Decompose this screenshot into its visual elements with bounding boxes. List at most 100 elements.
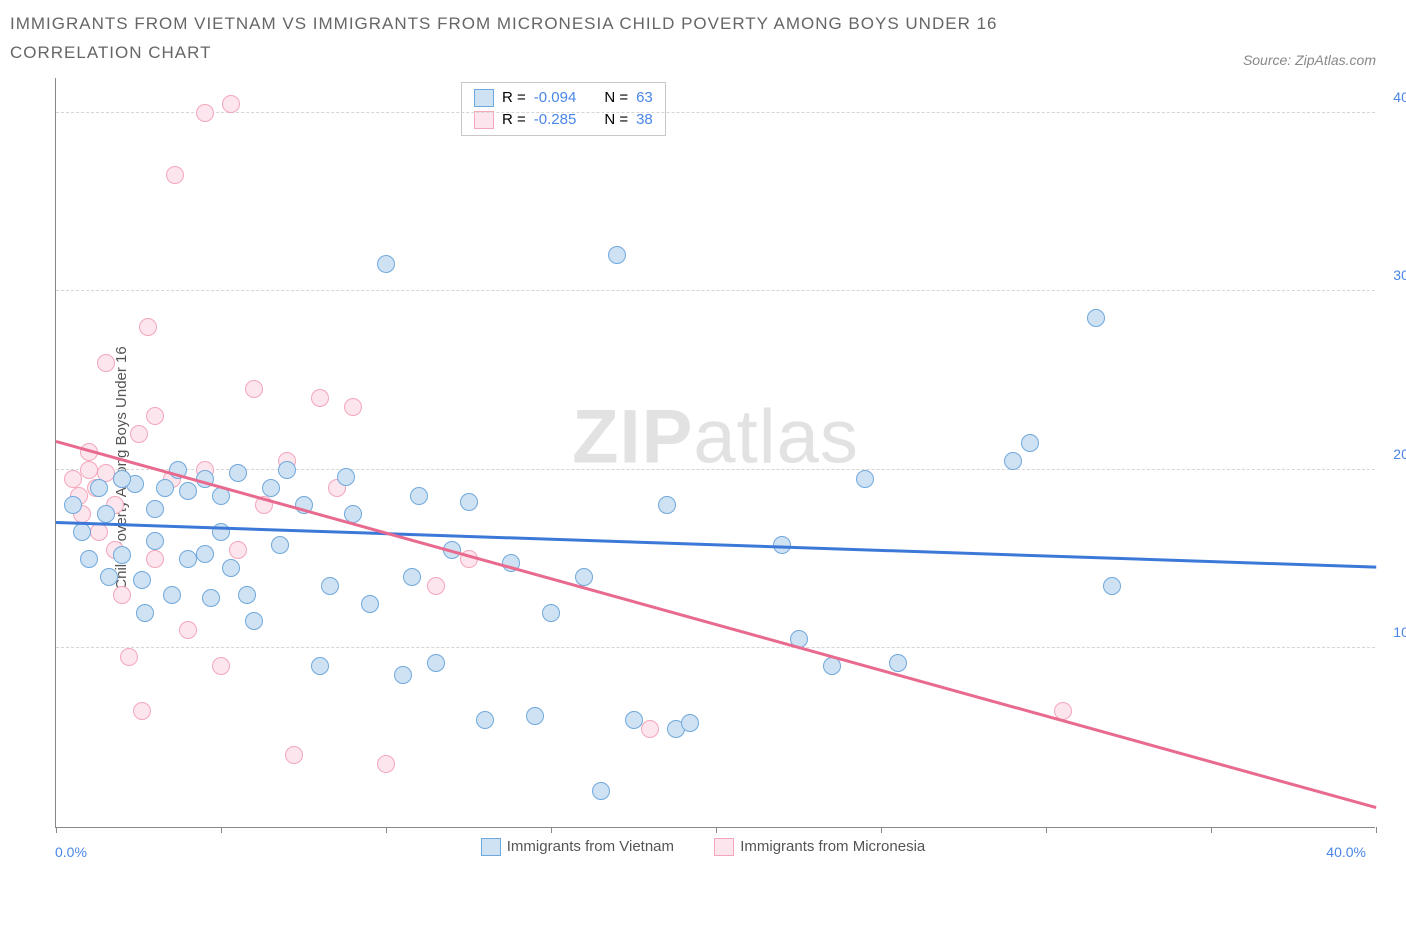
scatter-point-vietnam (542, 604, 560, 622)
legend-r-value-0: -0.094 (534, 89, 577, 106)
scatter-point-vietnam (196, 545, 214, 563)
scatter-point-vietnam (658, 496, 676, 514)
ytick-label: 10.0% (1393, 624, 1406, 640)
plot-wrap: Child Poverty Among Boys Under 16 ZIPatl… (10, 78, 1396, 858)
scatter-point-vietnam (823, 657, 841, 675)
legend-n-label-1: N = (604, 111, 628, 128)
scatter-point-vietnam (90, 479, 108, 497)
xtick (716, 827, 717, 833)
legend-stats-box: R = -0.094 N = 63 R = -0.285 N = 38 (461, 82, 666, 136)
trend-line-vietnam (56, 521, 1376, 568)
legend-n-value-1: 38 (636, 111, 653, 128)
scatter-point-micronesia (311, 389, 329, 407)
xtick (1046, 827, 1047, 833)
legend-swatch-bottom-vietnam (481, 838, 501, 856)
scatter-point-vietnam (1087, 309, 1105, 327)
legend-item-vietnam: Immigrants from Vietnam (481, 838, 674, 856)
scatter-point-micronesia (285, 746, 303, 764)
legend-label-micronesia: Immigrants from Micronesia (740, 838, 925, 855)
legend-swatch-bottom-micronesia (714, 838, 734, 856)
scatter-point-vietnam (113, 470, 131, 488)
scatter-point-vietnam (1004, 452, 1022, 470)
xtick (1376, 827, 1377, 833)
scatter-point-vietnam (321, 577, 339, 595)
watermark-bold: ZIP (572, 395, 693, 480)
gridline-h (56, 290, 1375, 291)
scatter-point-vietnam (460, 493, 478, 511)
scatter-point-vietnam (575, 568, 593, 586)
scatter-point-micronesia (222, 95, 240, 113)
scatter-point-vietnam (427, 654, 445, 672)
legend-r-label-0: R = (502, 89, 526, 106)
scatter-point-micronesia (179, 621, 197, 639)
legend-swatch-vietnam (474, 89, 494, 107)
scatter-point-vietnam (73, 523, 91, 541)
scatter-point-vietnam (681, 714, 699, 732)
scatter-point-vietnam (394, 666, 412, 684)
ytick-label: 40.0% (1393, 89, 1406, 105)
source-label: Source: ZipAtlas.com (1243, 52, 1396, 68)
scatter-point-vietnam (100, 568, 118, 586)
scatter-point-vietnam (136, 604, 154, 622)
scatter-point-vietnam (337, 468, 355, 486)
scatter-point-micronesia (427, 577, 445, 595)
scatter-point-vietnam (377, 255, 395, 273)
scatter-point-micronesia (97, 354, 115, 372)
scatter-point-vietnam (476, 711, 494, 729)
scatter-point-vietnam (179, 550, 197, 568)
scatter-point-vietnam (229, 464, 247, 482)
ytick-label: 30.0% (1393, 267, 1406, 283)
scatter-point-micronesia (113, 586, 131, 604)
legend-n-label-0: N = (604, 89, 628, 106)
gridline-h (56, 469, 1375, 470)
xtick (881, 827, 882, 833)
scatter-point-vietnam (146, 500, 164, 518)
scatter-point-vietnam (361, 595, 379, 613)
scatter-point-micronesia (212, 657, 230, 675)
scatter-point-micronesia (146, 407, 164, 425)
plot-area: ZIPatlas R = -0.094 N = 63 R = -0.285 N … (55, 78, 1375, 828)
scatter-point-vietnam (608, 246, 626, 264)
scatter-point-micronesia (80, 461, 98, 479)
scatter-point-vietnam (1021, 434, 1039, 452)
scatter-point-vietnam (271, 536, 289, 554)
legend-item-micronesia: Immigrants from Micronesia (714, 838, 925, 856)
scatter-point-vietnam (625, 711, 643, 729)
scatter-point-micronesia (377, 755, 395, 773)
scatter-point-micronesia (120, 648, 138, 666)
legend-bottom: Immigrants from Vietnam Immigrants from … (10, 838, 1396, 860)
scatter-point-micronesia (344, 398, 362, 416)
scatter-point-vietnam (1103, 577, 1121, 595)
scatter-point-vietnam (222, 559, 240, 577)
scatter-point-vietnam (410, 487, 428, 505)
legend-swatch-micronesia (474, 111, 494, 129)
scatter-point-vietnam (80, 550, 98, 568)
gridline-h (56, 647, 1375, 648)
xtick (551, 827, 552, 833)
scatter-point-vietnam (146, 532, 164, 550)
legend-r-label-1: R = (502, 111, 526, 128)
scatter-point-micronesia (245, 380, 263, 398)
scatter-point-micronesia (139, 318, 157, 336)
xtick (56, 827, 57, 833)
scatter-point-vietnam (202, 589, 220, 607)
scatter-point-vietnam (889, 654, 907, 672)
header-row: IMMIGRANTS FROM VIETNAM VS IMMIGRANTS FR… (10, 10, 1396, 68)
scatter-point-micronesia (146, 550, 164, 568)
scatter-point-vietnam (592, 782, 610, 800)
scatter-point-vietnam (245, 612, 263, 630)
scatter-point-vietnam (403, 568, 421, 586)
scatter-point-vietnam (156, 479, 174, 497)
scatter-point-vietnam (311, 657, 329, 675)
chart-title: IMMIGRANTS FROM VIETNAM VS IMMIGRANTS FR… (10, 10, 1060, 68)
xtick (1211, 827, 1212, 833)
scatter-point-vietnam (856, 470, 874, 488)
scatter-point-micronesia (641, 720, 659, 738)
watermark-light: atlas (693, 395, 859, 480)
gridline-h (56, 112, 1375, 113)
xtick (386, 827, 387, 833)
scatter-point-vietnam (526, 707, 544, 725)
scatter-point-micronesia (166, 166, 184, 184)
scatter-point-vietnam (97, 505, 115, 523)
legend-stats-row-0: R = -0.094 N = 63 (474, 87, 653, 109)
